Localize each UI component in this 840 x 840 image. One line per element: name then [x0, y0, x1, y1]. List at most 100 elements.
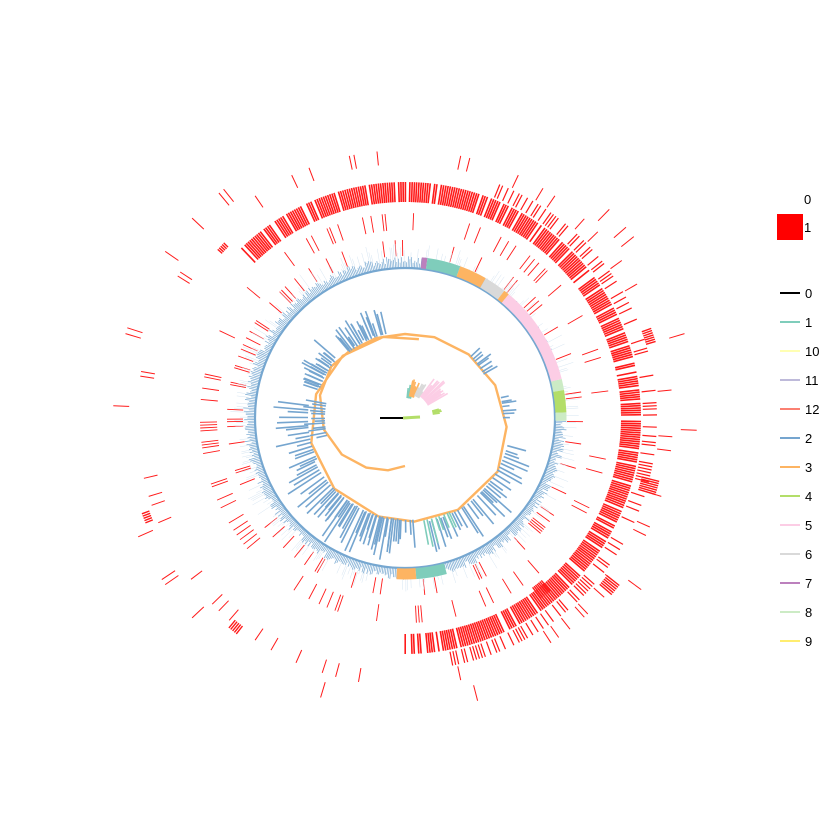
presence-mark-ring-c: [422, 183, 424, 203]
tip-mark: [519, 516, 523, 520]
tip-mark: [321, 545, 325, 551]
clade-arc-5: [505, 299, 556, 381]
tip-mark: [249, 388, 258, 390]
presence-mark-ring-a: [373, 577, 376, 593]
tip-label-mark: [547, 495, 556, 500]
tip-mark: [265, 347, 272, 350]
tree-branch-clade-2: [410, 520, 411, 535]
tip-mark: [388, 259, 389, 269]
legend-presence-swatch-0: [777, 186, 803, 212]
tip-label-mark: [313, 550, 320, 561]
presence-mark-ring-c: [412, 182, 413, 202]
legend-clade-label-10: 10: [805, 344, 819, 359]
tip-mark: [334, 552, 337, 559]
tip-mark: [384, 567, 385, 574]
presence-mark-ring-d: [500, 636, 506, 649]
presence-mark-ring-c: [621, 423, 641, 424]
presence-mark-ring-b: [311, 236, 319, 251]
tip-label-mark: [548, 335, 562, 342]
presence-mark-ring-c: [617, 372, 637, 376]
presence-mark-ring-b: [416, 606, 417, 623]
tip-mark: [248, 437, 257, 438]
presence-mark-ring-c: [392, 182, 393, 202]
presence-mark-ring-d: [526, 623, 533, 635]
presence-mark-ring-f: [192, 218, 204, 229]
presence-mark-ring-e: [271, 638, 278, 650]
presence-mark-ring-f: [669, 334, 684, 339]
tip-mark: [481, 547, 484, 553]
presence-mark-ring-b: [201, 440, 218, 442]
presence-mark-ring-a: [475, 258, 482, 272]
tip-label-mark: [230, 412, 245, 413]
presence-mark-ring-b: [507, 246, 516, 260]
tip-label-mark: [258, 506, 271, 514]
presence-mark-ring-c: [385, 183, 387, 203]
presence-mark-ring-d: [516, 195, 523, 207]
presence-mark-ring-c: [387, 183, 389, 203]
tip-mark: [309, 537, 313, 542]
presence-mark-ring-c: [620, 434, 640, 436]
presence-mark-ring-e: [141, 372, 155, 374]
presence-mark-ring-b: [574, 500, 589, 508]
tip-label-mark: [377, 249, 379, 263]
tip-label-mark: [349, 255, 353, 266]
tip-label-mark: [362, 253, 366, 267]
presence-mark-ring-d: [642, 390, 656, 392]
tree-branch-clade-2: [318, 494, 339, 518]
clade-arc-6: [483, 283, 501, 295]
presence-mark-ring-e: [458, 666, 461, 680]
tip-label-mark: [491, 271, 499, 284]
tip-mark: [277, 327, 282, 331]
presence-mark-ring-d: [643, 403, 657, 404]
presence-mark-ring-a: [229, 442, 245, 444]
presence-mark-ring-d: [531, 620, 538, 632]
presence-mark-ring-e: [336, 663, 340, 677]
presence-mark-ring-e: [551, 626, 559, 637]
presence-mark-ring-d: [526, 201, 533, 213]
tip-label-mark: [311, 548, 315, 554]
tip-mark: [551, 452, 558, 454]
tip-label-mark: [319, 552, 323, 559]
tip-mark: [456, 559, 459, 568]
presence-mark-ring-a: [326, 259, 333, 273]
presence-mark-ring-d: [640, 375, 654, 377]
tip-mark: [534, 494, 540, 498]
tip-mark: [348, 558, 351, 567]
tip-mark: [390, 567, 391, 579]
tip-label-mark: [242, 452, 250, 454]
tip-label-mark: [292, 540, 301, 551]
tip-mark: [248, 431, 256, 432]
tip-mark: [251, 384, 259, 386]
presence-mark-ring-f: [162, 571, 175, 580]
tip-mark: [329, 280, 332, 286]
tip-label-mark: [366, 247, 369, 261]
tip-label-mark: [495, 552, 499, 559]
presence-mark-ring-c: [621, 430, 641, 431]
tip-mark: [392, 261, 393, 269]
tree-branch-clade-2: [297, 442, 311, 446]
legend-presence-swatch-1: [777, 214, 803, 240]
tree-branch-clade-2: [311, 413, 325, 414]
presence-mark-ring-f: [621, 237, 634, 247]
tip-label-mark: [249, 484, 262, 490]
presence-mark-ring-c: [416, 182, 417, 202]
tip-mark: [354, 266, 357, 276]
presence-mark-ring-c: [411, 634, 412, 654]
presence-mark-ring-b: [201, 399, 218, 401]
presence-mark-ring-b: [285, 252, 295, 266]
tip-mark: [536, 492, 542, 496]
presence-mark-ring-e: [152, 501, 165, 506]
presence-mark-ring-a: [524, 297, 536, 308]
presence-mark-ring-c: [399, 182, 400, 202]
presence-mark-ring-e: [359, 668, 361, 682]
presence-mark-ring-e: [536, 188, 543, 200]
tip-mark: [287, 307, 296, 315]
tip-mark: [512, 523, 520, 531]
tip-mark: [277, 504, 282, 508]
presence-mark-ring-c: [414, 634, 415, 654]
tip-mark: [246, 434, 256, 435]
tree-branch-clade-2: [502, 406, 509, 407]
legend-clade-label-7: 7: [805, 576, 812, 591]
presence-mark-ring-c: [414, 182, 415, 202]
presence-mark-ring-d: [552, 605, 561, 616]
